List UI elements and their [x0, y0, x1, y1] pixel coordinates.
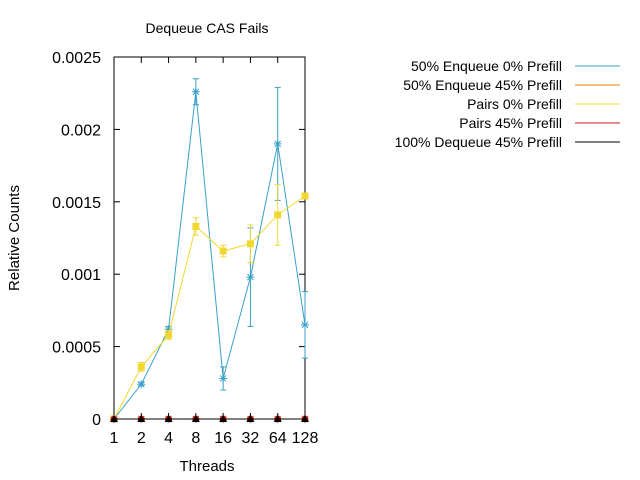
legend-item: Pairs 0% Prefill [467, 96, 620, 112]
data-point [273, 415, 282, 422]
data-point [301, 192, 309, 200]
data-point [137, 363, 145, 371]
x-tick-label: 32 [242, 430, 260, 447]
data-point [274, 211, 282, 219]
x-tick-label: 1 [110, 430, 119, 447]
y-tick-label: 0.002 [61, 122, 101, 139]
x-tick-label: 2 [137, 430, 146, 447]
chart-title: Dequeue CAS Fails [146, 20, 269, 36]
legend-label: 50% Enqueue 45% Prefill [403, 77, 562, 93]
series-2 [110, 183, 309, 423]
x-tick-label: 4 [164, 430, 173, 447]
data-point [164, 415, 173, 422]
y-tick-label: 0.0015 [52, 195, 101, 212]
y-tick-label: 0.0025 [52, 50, 101, 67]
data-point [301, 320, 309, 329]
data-point [246, 273, 255, 282]
y-axis-title: Relative Counts [6, 185, 23, 291]
data-point [191, 87, 200, 96]
data-point [246, 240, 254, 248]
series-4 [110, 415, 309, 422]
legend-item: Pairs 45% Prefill [459, 115, 620, 131]
legend-label: 100% Dequeue 45% Prefill [395, 134, 562, 150]
data-point [219, 415, 228, 422]
legend-label: Pairs 0% Prefill [467, 96, 562, 112]
legend-item: 50% Enqueue 0% Prefill [411, 58, 620, 74]
x-tick-label: 128 [292, 430, 319, 447]
legend-item: 50% Enqueue 45% Prefill [403, 77, 620, 93]
data-point [165, 331, 173, 339]
x-tick-label: 64 [269, 430, 287, 447]
data-point [301, 415, 309, 422]
series-line [113, 91, 306, 420]
data-point [110, 415, 118, 422]
data-point [219, 374, 228, 383]
data-point [191, 415, 200, 422]
series-line [113, 195, 306, 420]
data-point [164, 325, 173, 334]
data-point [273, 139, 282, 148]
data-point [246, 415, 255, 422]
x-tick-label: 16 [214, 430, 232, 447]
y-tick-label: 0 [92, 412, 101, 429]
legend-item: 100% Dequeue 45% Prefill [395, 134, 620, 150]
legend-label: 50% Enqueue 0% Prefill [411, 58, 562, 74]
data-point [219, 247, 227, 255]
data-point [137, 415, 146, 422]
y-tick-label: 0.001 [61, 267, 101, 284]
x-axis-title: Threads [179, 458, 234, 475]
y-axis: 0 0.0005 0.001 0.0015 0.002 0.0025 [52, 50, 305, 429]
x-tick-label: 8 [191, 430, 200, 447]
legend-label: Pairs 45% Prefill [459, 115, 562, 131]
series-layer [110, 78, 309, 423]
legend: 50% Enqueue 0% Prefill 50% Enqueue 45% Pr… [395, 58, 620, 150]
data-point [192, 222, 200, 230]
x-axis: 1 2 4 8 16 32 64 128 [110, 57, 319, 447]
data-point [137, 380, 146, 389]
y-tick-label: 0.0005 [52, 340, 101, 357]
